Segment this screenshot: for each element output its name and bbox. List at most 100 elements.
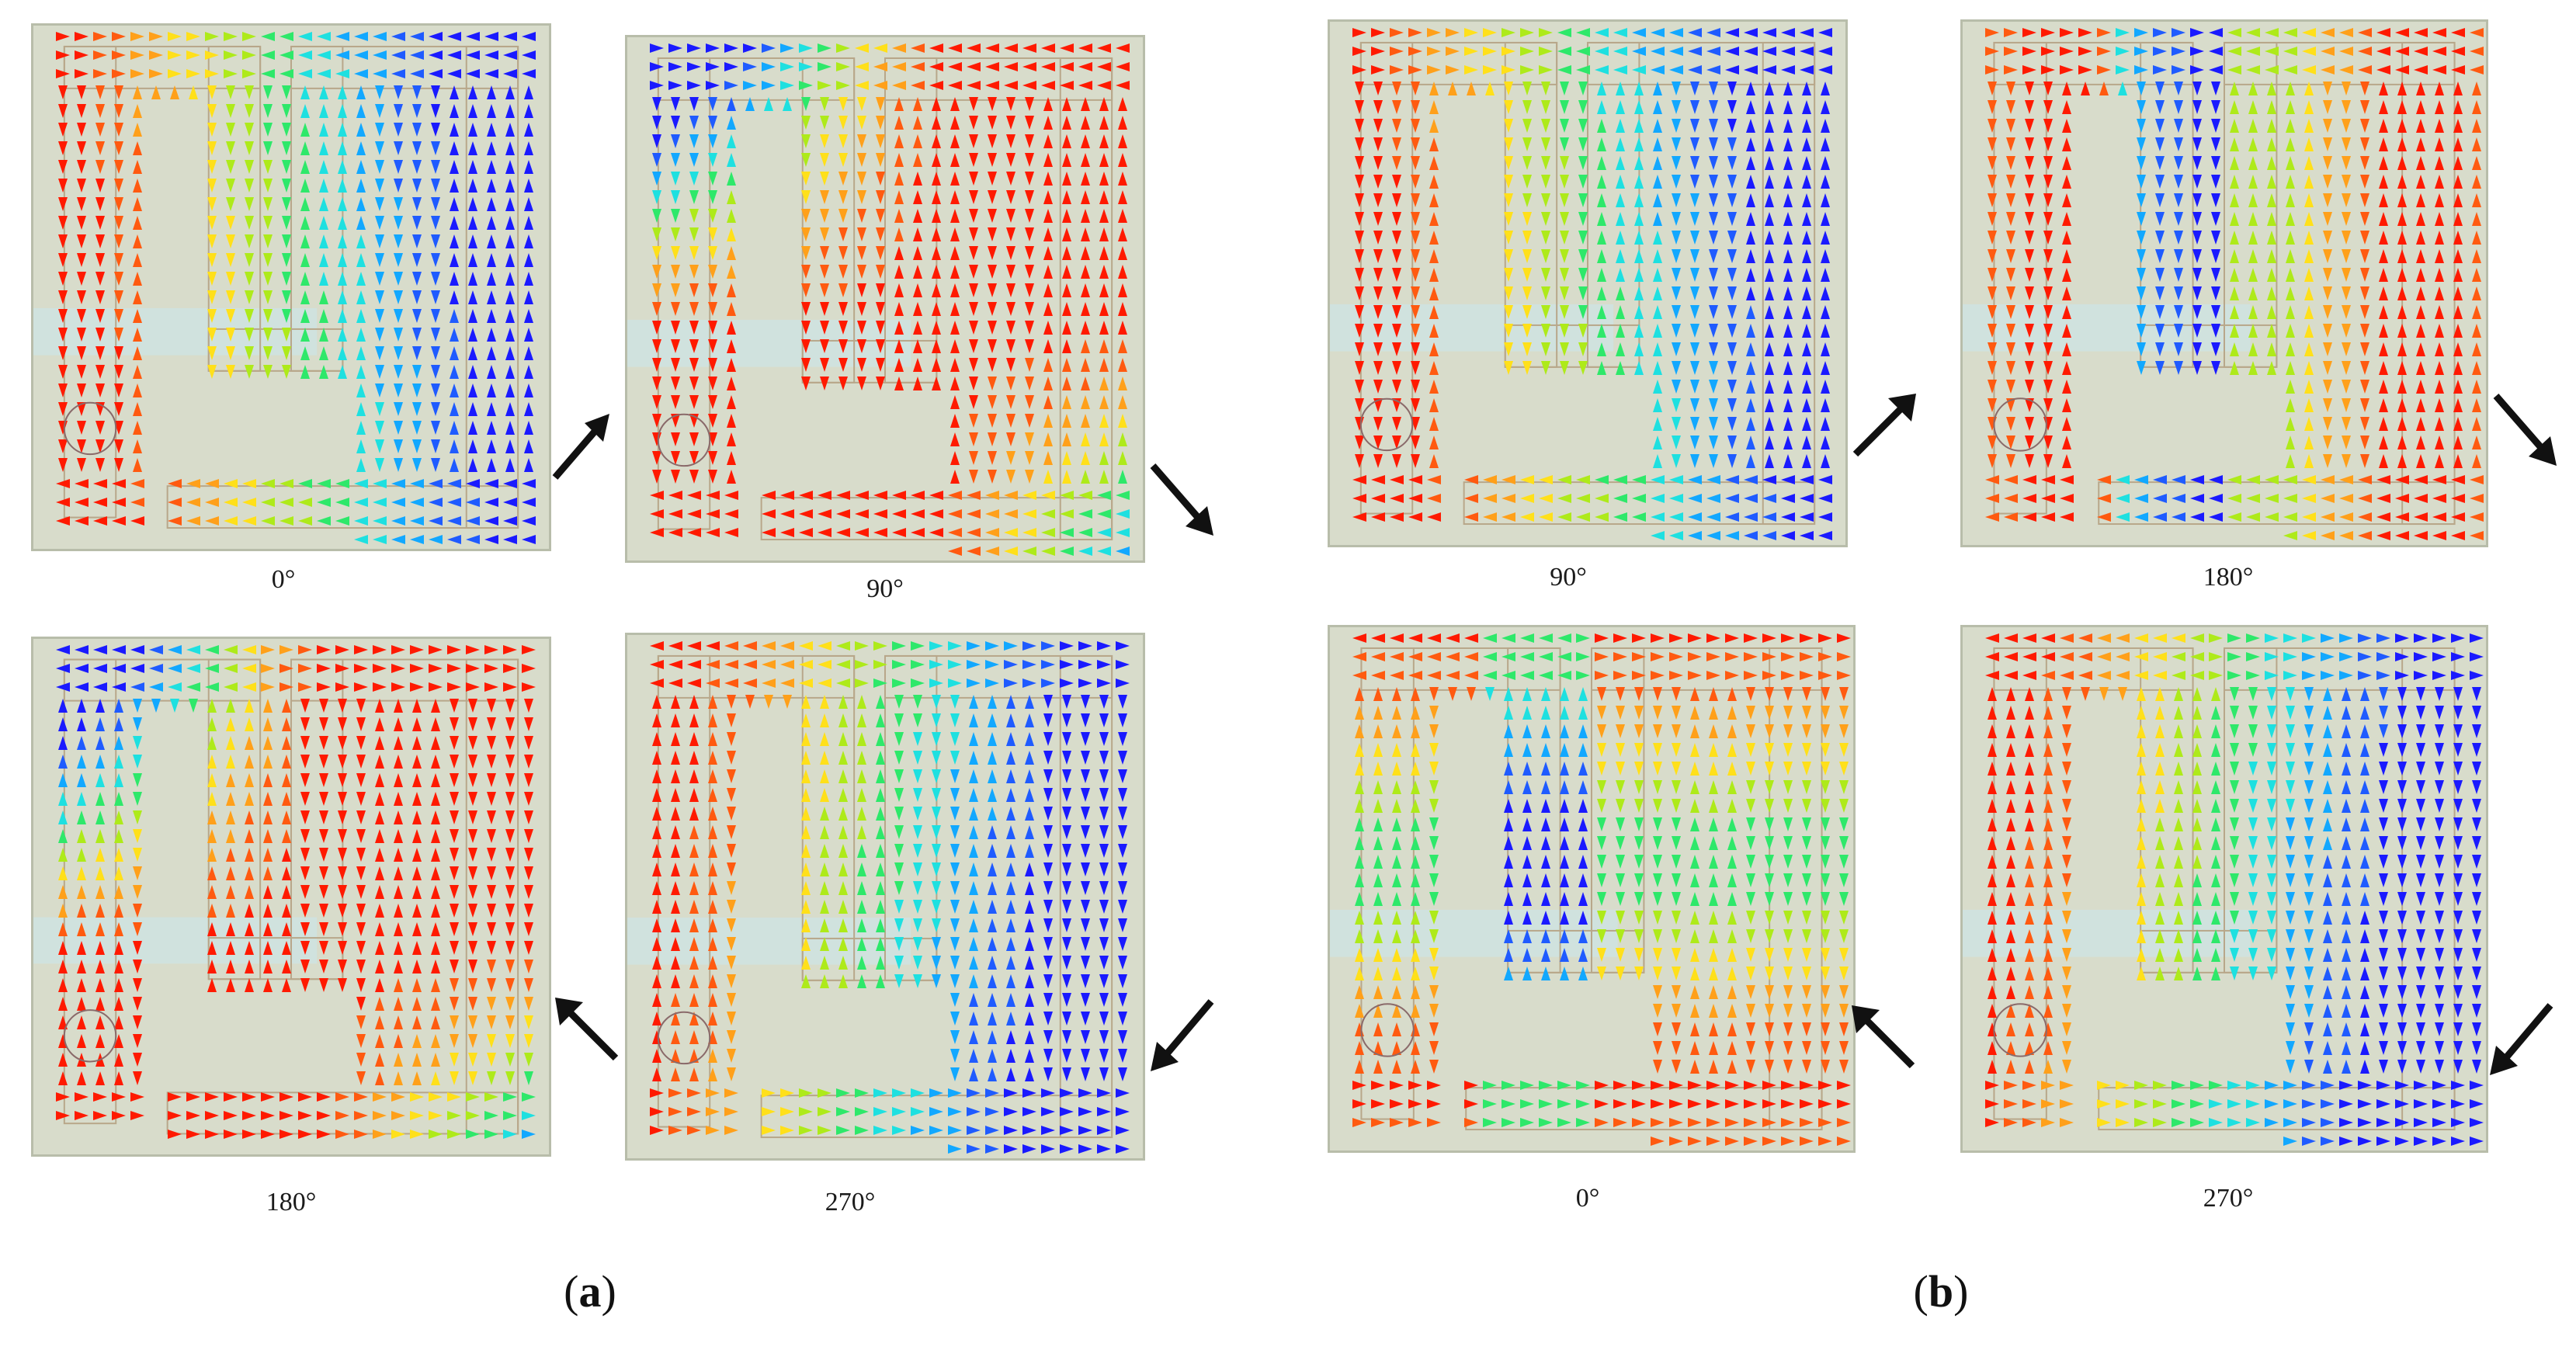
current-vector-arrow (708, 900, 717, 914)
current-vector-arrow (1392, 100, 1401, 114)
current-vector-arrow (1373, 268, 1383, 282)
current-vector-arrow (2116, 1099, 2130, 1109)
feed-strip (1963, 909, 2251, 957)
current-vector-arrow (447, 498, 461, 507)
current-vector-arrow (950, 918, 960, 932)
current-vector-arrow (985, 62, 999, 71)
current-vector-arrow (1006, 395, 1015, 409)
current-vector-arrow (2267, 119, 2276, 133)
current-vector-arrow (1116, 1126, 1130, 1135)
current-vector-arrow (2435, 1041, 2444, 1055)
current-vector-arrow (876, 713, 885, 727)
current-vector-arrow (58, 960, 68, 973)
current-vector-arrow (2283, 652, 2297, 661)
current-vector-arrow (1725, 633, 1739, 643)
current-vector-arrow (1429, 743, 1439, 757)
current-vector-arrow (2155, 193, 2165, 207)
current-vector-arrow (2432, 531, 2446, 540)
current-vector-arrow (2323, 799, 2332, 813)
current-vector-arrow (487, 141, 496, 155)
current-vector-arrow (876, 134, 885, 148)
current-vector-arrow (298, 645, 312, 654)
current-vector-arrow (505, 402, 515, 416)
current-vector-arrow (77, 941, 86, 955)
current-vector-arrow (2155, 305, 2165, 319)
current-vector-arrow (2397, 212, 2407, 226)
current-vector-arrow (857, 956, 866, 970)
current-vector-arrow (1355, 361, 1364, 375)
current-vector-arrow (2435, 380, 2444, 394)
current-vector-arrow (130, 69, 144, 78)
current-vector-arrow (207, 104, 217, 118)
current-vector-arrow (1821, 855, 1830, 869)
current-vector-arrow (857, 732, 866, 746)
current-vector-arrow (263, 773, 273, 787)
current-vector-arrow (263, 941, 273, 955)
current-vector-arrow (1672, 454, 1681, 468)
current-vector-arrow (2472, 780, 2481, 794)
current-vector-arrow (298, 1130, 312, 1139)
current-vector-arrow (689, 1012, 699, 1026)
current-vector-arrow (948, 81, 962, 90)
current-vector-arrow (394, 458, 403, 472)
current-vector-arrow (2323, 193, 2332, 207)
current-vector-arrow (1116, 1144, 1130, 1154)
current-vector-arrow (1520, 494, 1534, 503)
current-vector-arrow (2470, 531, 2484, 540)
current-vector-arrow (2414, 47, 2428, 56)
current-vector-arrow (2248, 175, 2258, 189)
current-vector-arrow (857, 825, 866, 839)
current-vector-arrow (818, 660, 831, 669)
current-vector-arrow (706, 1126, 720, 1135)
current-vector-arrow (375, 123, 384, 137)
current-vector-arrow (857, 339, 866, 353)
current-vector-arrow (708, 209, 717, 223)
current-vector-arrow (524, 365, 533, 379)
current-vector-arrow (245, 885, 254, 899)
current-vector-arrow (2025, 268, 2034, 282)
current-vector-arrow (1373, 305, 1383, 319)
current-vector-arrow (487, 755, 496, 769)
current-vector-arrow (58, 179, 68, 193)
current-vector-arrow (2062, 324, 2071, 338)
current-vector-arrow (130, 1111, 144, 1120)
current-vector-arrow (431, 272, 440, 286)
current-vector-arrow (2286, 706, 2295, 720)
current-vector-arrow (2211, 817, 2220, 831)
current-vector-arrow (1783, 249, 1793, 263)
current-vector-arrow (2116, 28, 2130, 37)
current-vector-arrow (1099, 1067, 1109, 1081)
current-vector-arrow (484, 664, 498, 673)
current-vector-arrow (2025, 724, 2034, 738)
current-vector-arrow (2416, 82, 2425, 95)
current-vector-arrow (1727, 1060, 1737, 1074)
current-vector-arrow (894, 283, 904, 297)
current-vector-arrow (2342, 892, 2351, 906)
current-vector-arrow (1373, 231, 1383, 245)
current-vector-arrow (1504, 836, 1513, 850)
current-vector-arrow (1783, 948, 1793, 962)
current-vector-arrow (2472, 855, 2481, 869)
current-vector-arrow (1800, 494, 1814, 503)
current-vector-arrow (2321, 531, 2335, 540)
current-vector-arrow (2416, 929, 2425, 943)
current-vector-arrow (1352, 1099, 1366, 1109)
current-vector-arrow (1081, 751, 1090, 765)
current-vector-arrow (338, 829, 347, 843)
current-vector-arrow (1727, 706, 1737, 720)
current-vector-arrow (391, 479, 405, 488)
current-vector-arrow (1781, 633, 1795, 643)
current-vector-arrow (671, 321, 680, 335)
current-vector-arrow (1727, 873, 1737, 887)
current-vector-arrow (77, 234, 86, 248)
current-vector-arrow (1373, 100, 1383, 114)
current-vector-arrow (2323, 361, 2332, 375)
current-vector-arrow (2060, 671, 2074, 680)
current-vector-arrow (1392, 780, 1401, 794)
current-vector-arrow (2265, 652, 2279, 661)
current-vector-arrow (468, 810, 477, 824)
current-vector-arrow (671, 377, 680, 390)
current-vector-arrow (2155, 799, 2165, 813)
feed-strip (33, 307, 318, 356)
current-vector-arrow (226, 885, 235, 899)
